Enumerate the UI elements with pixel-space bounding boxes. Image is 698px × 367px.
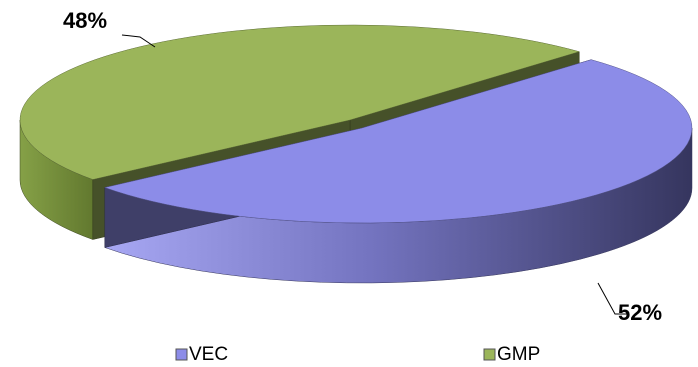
leader-line: [597, 282, 628, 315]
slice-top: [19, 24, 581, 180]
legend-swatch: [175, 348, 188, 361]
data-label: 48%: [63, 8, 107, 33]
labels: 52% 48% VEC GMP: [63, 8, 662, 365]
leader-line: [121, 34, 156, 48]
slice-top: [103, 59, 693, 224]
data-label: 52%: [618, 300, 662, 325]
legend-label: VEC: [189, 344, 228, 365]
legend-swatch: [483, 348, 496, 361]
legend-label: GMP: [497, 344, 540, 365]
pie: [19, 24, 693, 284]
